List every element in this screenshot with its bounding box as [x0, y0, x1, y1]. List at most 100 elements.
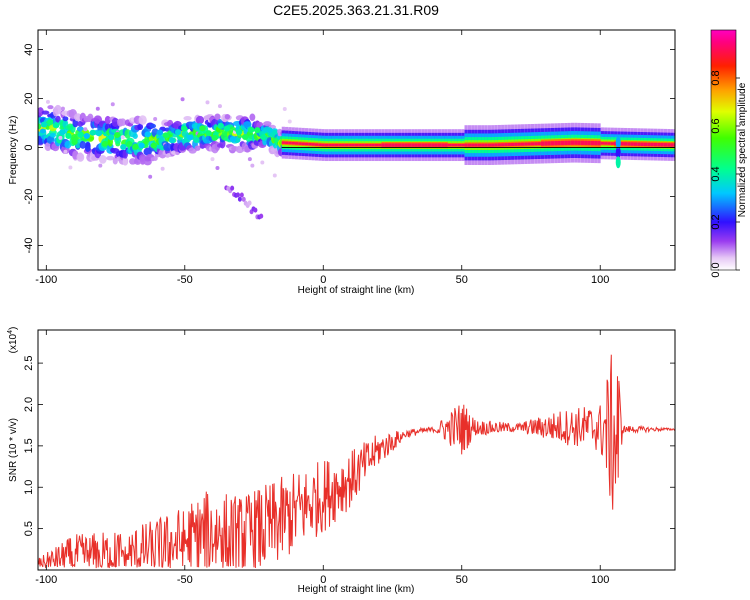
- heatmap-cell: [120, 135, 125, 140]
- spec-xtick-label: -100: [35, 274, 57, 286]
- snr-ytick-label: 1.0: [23, 480, 35, 495]
- heatmap-cell: [421, 143, 425, 147]
- heatmap-cell: [474, 143, 478, 147]
- spec-ytick-label: 0: [23, 144, 35, 150]
- heatmap-cell: [447, 143, 452, 147]
- heatmap-cell: [324, 143, 329, 147]
- spec-xtick-label: 100: [591, 274, 609, 286]
- heatmap-cell: [544, 141, 548, 146]
- heatmap-cell: [230, 185, 235, 191]
- heatmap-cell: [597, 141, 601, 146]
- heatmap-cell: [464, 143, 468, 147]
- heatmap-cell: [249, 113, 256, 121]
- colorbar-tick-label: 0.0: [710, 262, 722, 277]
- heatmap-cell: [260, 160, 265, 165]
- heatmap-cell: [627, 142, 631, 146]
- heatmap-cell: [550, 141, 555, 146]
- heatmap-cell: [304, 142, 309, 146]
- heatmap-cell: [338, 143, 342, 147]
- colorbar: 0.0 0.2 0.4 0.6 0.8 Normalized spectral ampl…: [710, 29, 748, 278]
- snr-xlabel: Height of straight line (km): [298, 584, 415, 595]
- colorbar-gradient: [711, 30, 736, 270]
- heatmap-cell: [637, 142, 641, 146]
- heatmap-cell: [600, 142, 604, 145]
- heatmap-cell: [40, 121, 48, 128]
- heatmap-cell: [46, 135, 55, 144]
- heatmap-cell: [282, 106, 287, 111]
- heatmap-cell: [160, 166, 165, 171]
- heatmap-cell: [577, 140, 581, 145]
- heatmap-cell: [156, 129, 164, 136]
- heatmap-cell: [615, 136, 621, 149]
- heatmap-cell: [214, 113, 221, 121]
- heatmap-cell: [610, 142, 614, 145]
- heatmap-cell: [371, 143, 375, 147]
- heatmap-cell: [95, 106, 100, 111]
- heatmap-cell: [162, 132, 170, 139]
- heatmap-cell: [341, 143, 345, 147]
- heatmap-cell: [574, 140, 578, 145]
- heatmap-cell: [58, 135, 63, 140]
- heatmap-cell: [73, 113, 82, 122]
- heatmap-cell: [187, 134, 194, 141]
- heatmap-cell: [560, 140, 565, 146]
- spec-ytick-label: 40: [23, 43, 35, 55]
- heatmap-cell: [119, 118, 127, 126]
- heatmap-cell: [41, 110, 50, 115]
- heatmap-cell: [153, 117, 158, 122]
- snr-xtick-label: 100: [591, 574, 609, 586]
- heatmap-cell: [491, 143, 495, 147]
- snr-series-line: [38, 354, 675, 569]
- heatmap-cell: [59, 129, 66, 136]
- snr-xtick-label: 50: [456, 574, 468, 586]
- heatmap-cell: [640, 142, 644, 146]
- heatmap-cell: [634, 142, 638, 146]
- heatmap-cell: [527, 142, 531, 146]
- heatmap-cell: [444, 143, 448, 147]
- heatmap-cell: [540, 141, 545, 146]
- heatmap-cell: [68, 165, 73, 170]
- heatmap-cell: [285, 141, 289, 145]
- spectrogram-heatmap: [38, 97, 675, 220]
- heatmap-cell: [152, 156, 158, 161]
- heatmap-cell: [288, 141, 292, 145]
- heatmap-cell: [49, 132, 57, 138]
- spec-ytick-label: -40: [23, 238, 35, 254]
- heatmap-cell: [514, 142, 518, 146]
- heatmap-cell: [211, 134, 218, 141]
- colorbar-frame: [710, 29, 737, 271]
- heatmap-cell: [266, 127, 273, 134]
- spec-xtick-label: 0: [320, 274, 326, 286]
- heatmap-cell: [467, 143, 472, 147]
- heatmap-cell: [620, 142, 624, 146]
- heatmap-cell: [643, 142, 648, 147]
- heatmap-cell: [650, 142, 654, 147]
- heatmap-cell: [241, 134, 249, 141]
- colorbar-tick-label: 0.2: [710, 214, 722, 229]
- heatmap-cell: [132, 133, 138, 139]
- heatmap-cell: [205, 100, 210, 105]
- heatmap-cell: [477, 143, 482, 147]
- heatmap-cell: [361, 143, 365, 147]
- heatmap-cell: [657, 142, 661, 147]
- heatmap-cell: [259, 213, 264, 219]
- heatmap-cell: [168, 137, 176, 144]
- spectrogram-frame: [37, 29, 676, 271]
- colorbar-ticks: 0.0 0.2 0.4 0.6 0.8: [710, 70, 740, 278]
- heatmap-cell: [590, 140, 595, 146]
- spectrogram-panel: -100 -50 0 50 100 40 20 0 -20 -40 Height of strai…: [8, 29, 676, 296]
- heatmap-cell: [95, 130, 103, 137]
- heatmap-cell: [308, 142, 312, 146]
- snr-panel: -100 -50 0 50 100 0.5 1.0 1.5 2.0 2.5 Height of s…: [7, 327, 676, 595]
- heatmap-cell: [120, 143, 127, 150]
- heatmap-cell: [148, 174, 153, 179]
- snr-ytick-label: 2.0: [23, 397, 35, 412]
- heatmap-cell: [334, 143, 339, 147]
- colorbar-tick-label: 0.6: [710, 118, 722, 133]
- heatmap-cell: [673, 143, 675, 147]
- heatmap-cell: [517, 142, 521, 146]
- heatmap-cell: [248, 126, 255, 133]
- heatmap-cell: [364, 143, 369, 147]
- heatmap-cell: [54, 104, 62, 115]
